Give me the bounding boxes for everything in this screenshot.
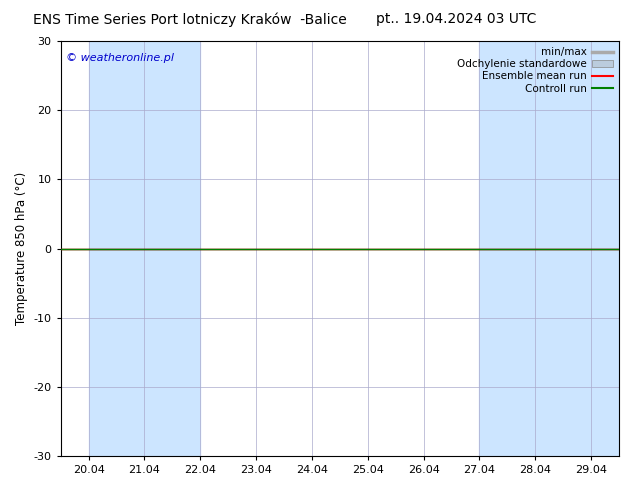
Bar — [89, 41, 200, 456]
Text: pt.. 19.04.2024 03 UTC: pt.. 19.04.2024 03 UTC — [377, 12, 536, 26]
Text: © weatheronline.pl: © weatheronline.pl — [67, 53, 174, 64]
Legend: min/max, Odchylenie standardowe, Ensemble mean run, Controll run: min/max, Odchylenie standardowe, Ensembl… — [453, 43, 617, 98]
Bar — [479, 41, 619, 456]
Text: ENS Time Series Port lotniczy Kraków  -Balice: ENS Time Series Port lotniczy Kraków -Ba… — [34, 12, 347, 27]
Y-axis label: Temperature 850 hPa (°C): Temperature 850 hPa (°C) — [15, 172, 28, 325]
